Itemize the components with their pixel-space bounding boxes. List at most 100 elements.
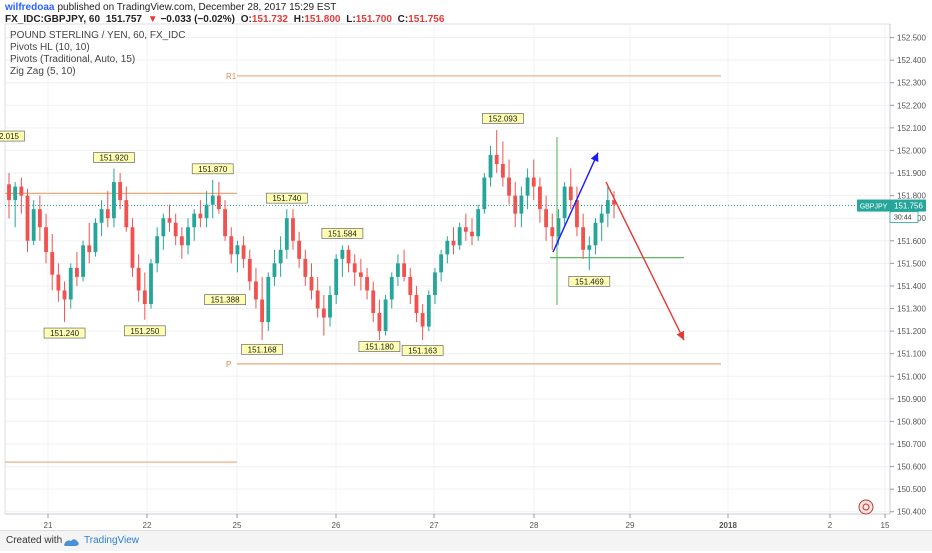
candle: [531, 159, 536, 201]
legend-study-zigzag[interactable]: Zig Zag (5, 10): [10, 66, 76, 77]
price-tick-label: 152.400: [897, 56, 926, 65]
time-tick-label: 2018: [719, 521, 737, 530]
candle-body: [149, 263, 153, 304]
price-tick-label: 152.000: [897, 146, 926, 155]
candle: [519, 186, 524, 228]
candle: [112, 168, 116, 228]
candle-body: [358, 272, 363, 277]
candle-body: [167, 218, 172, 223]
candle-body: [605, 200, 610, 214]
candle: [68, 263, 73, 309]
legend-study-pivots-hl[interactable]: Pivots HL (10, 10): [10, 42, 90, 53]
candle: [328, 285, 332, 327]
candle-body: [556, 218, 561, 237]
legend-study-pivots[interactable]: Pivots (Traditional, Auto, 15): [10, 54, 136, 65]
symbol-badge-text: GBPJPY: [860, 204, 888, 211]
candle: [340, 245, 345, 277]
price-tick-label: 151.300: [897, 305, 926, 314]
candle: [581, 213, 586, 259]
candle-body: [426, 294, 431, 327]
candle-body: [155, 236, 160, 264]
candle-body: [346, 249, 351, 264]
pivot-label: 151.870: [191, 163, 234, 175]
open-label: O:: [240, 14, 252, 25]
candle: [272, 249, 277, 286]
candle-body: [198, 213, 203, 219]
candle: [167, 204, 172, 232]
pivot-label-text: 151.920: [99, 154, 128, 163]
candle-body: [291, 218, 295, 241]
pivot-label: 151.740: [265, 192, 308, 204]
pivot-level-label: R1: [226, 72, 237, 81]
pivot-levels: R1 P: [226, 72, 721, 369]
candle-body: [451, 240, 456, 246]
projection-arrows: [552, 152, 685, 341]
candle: [260, 276, 265, 341]
candle: [198, 200, 203, 228]
watermark-logo-icon: [858, 499, 874, 515]
candle: [358, 258, 363, 291]
candle: [62, 281, 67, 323]
candle-body: [186, 227, 190, 246]
candle: [192, 209, 197, 241]
candle-body: [470, 231, 474, 237]
pivot-label-box: [568, 276, 611, 287]
candle-body: [581, 227, 586, 250]
candle: [451, 227, 456, 255]
price-tick-label: 150.900: [897, 395, 926, 404]
pivot-label-box: [265, 192, 308, 204]
pivot-label-text: 151.240: [50, 329, 79, 338]
candle: [593, 218, 598, 255]
symbol-label: FX_IDC:GBPJPY, 60: [5, 14, 101, 25]
candle-body: [278, 249, 283, 264]
candle: [31, 200, 36, 246]
last-price: 151.757: [105, 14, 142, 25]
tradingview-brand[interactable]: TradingView: [84, 535, 140, 546]
candle: [130, 218, 135, 277]
candle: [321, 294, 326, 336]
candle: [476, 204, 481, 241]
pivot-label-box: [191, 163, 234, 175]
candle: [612, 191, 616, 219]
candle: [247, 249, 252, 291]
candle-body: [383, 299, 388, 332]
price-tick-label: 150.700: [897, 440, 926, 449]
candle-body: [599, 213, 604, 223]
candle-body: [81, 245, 85, 277]
legend-title: POUND STERLING / YEN, 60, FX_IDC: [10, 30, 186, 41]
pivot-label: 2.015: [0, 130, 25, 142]
candle-body: [142, 290, 147, 304]
candle-body: [272, 263, 277, 277]
candle-body: [223, 209, 227, 237]
price-tick-label: 151.100: [897, 350, 926, 359]
author-name[interactable]: wilfredoaa: [5, 2, 55, 13]
candle: [334, 254, 339, 304]
candle: [538, 177, 542, 223]
candle: [136, 254, 141, 302]
candle-body: [136, 267, 141, 291]
time-tick-label: 21: [44, 521, 53, 530]
candle-body: [544, 209, 549, 228]
candle: [389, 272, 394, 309]
candle-body: [31, 209, 36, 241]
candle: [99, 200, 104, 237]
candle-body: [260, 299, 265, 323]
candle: [93, 218, 98, 257]
candle-body: [414, 294, 419, 314]
candle-body: [550, 227, 555, 237]
countdown-text: 30:44: [894, 215, 912, 222]
pivot-label: 151.469: [568, 276, 611, 287]
candle: [352, 254, 357, 286]
pivot-label: 151.240: [43, 327, 86, 339]
candle: [605, 186, 610, 228]
candle-body: [25, 195, 30, 241]
price-tick-label: 151.800: [897, 192, 926, 201]
candle: [56, 263, 61, 302]
pivot-labels: 2.015 151.920 151.870 151.740 151.584 152.093…: [0, 113, 611, 356]
pivot-label: 152.093: [482, 113, 524, 124]
candle-body: [531, 177, 536, 187]
pivot-label-text: 151.584: [328, 229, 357, 238]
candle: [402, 249, 407, 282]
